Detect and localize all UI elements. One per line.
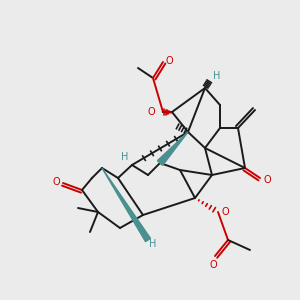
Text: H: H	[121, 152, 128, 162]
Text: H: H	[149, 239, 157, 249]
Text: O: O	[209, 260, 217, 270]
Text: O: O	[147, 107, 155, 117]
Polygon shape	[102, 168, 151, 242]
Text: H: H	[213, 71, 220, 81]
Text: O: O	[221, 207, 229, 217]
Text: O: O	[264, 175, 272, 185]
Text: O: O	[52, 177, 60, 187]
Polygon shape	[158, 132, 188, 165]
Text: O: O	[166, 56, 174, 66]
